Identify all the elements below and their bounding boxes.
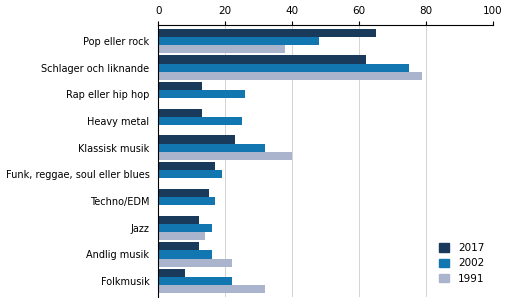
Bar [158,269,185,277]
Bar [158,90,245,98]
Bar [158,197,215,205]
Bar [158,250,212,258]
Bar [158,29,376,37]
Bar [158,64,409,72]
Bar [158,109,202,117]
Bar [158,162,215,170]
Bar [158,135,235,144]
Bar [158,215,199,224]
Bar [158,285,265,293]
Bar [158,170,222,178]
Bar [158,117,242,125]
Bar [158,82,202,90]
Bar [158,258,232,267]
Legend: 2017, 2002, 1991: 2017, 2002, 1991 [436,240,487,287]
Bar [158,37,319,45]
Bar [158,144,265,152]
Bar [158,45,285,53]
Bar [158,152,292,160]
Bar [158,242,199,250]
Bar [158,72,423,80]
Bar [158,232,205,240]
Bar [158,277,232,285]
Bar [158,224,212,232]
Bar [158,189,209,197]
Bar [158,55,366,64]
